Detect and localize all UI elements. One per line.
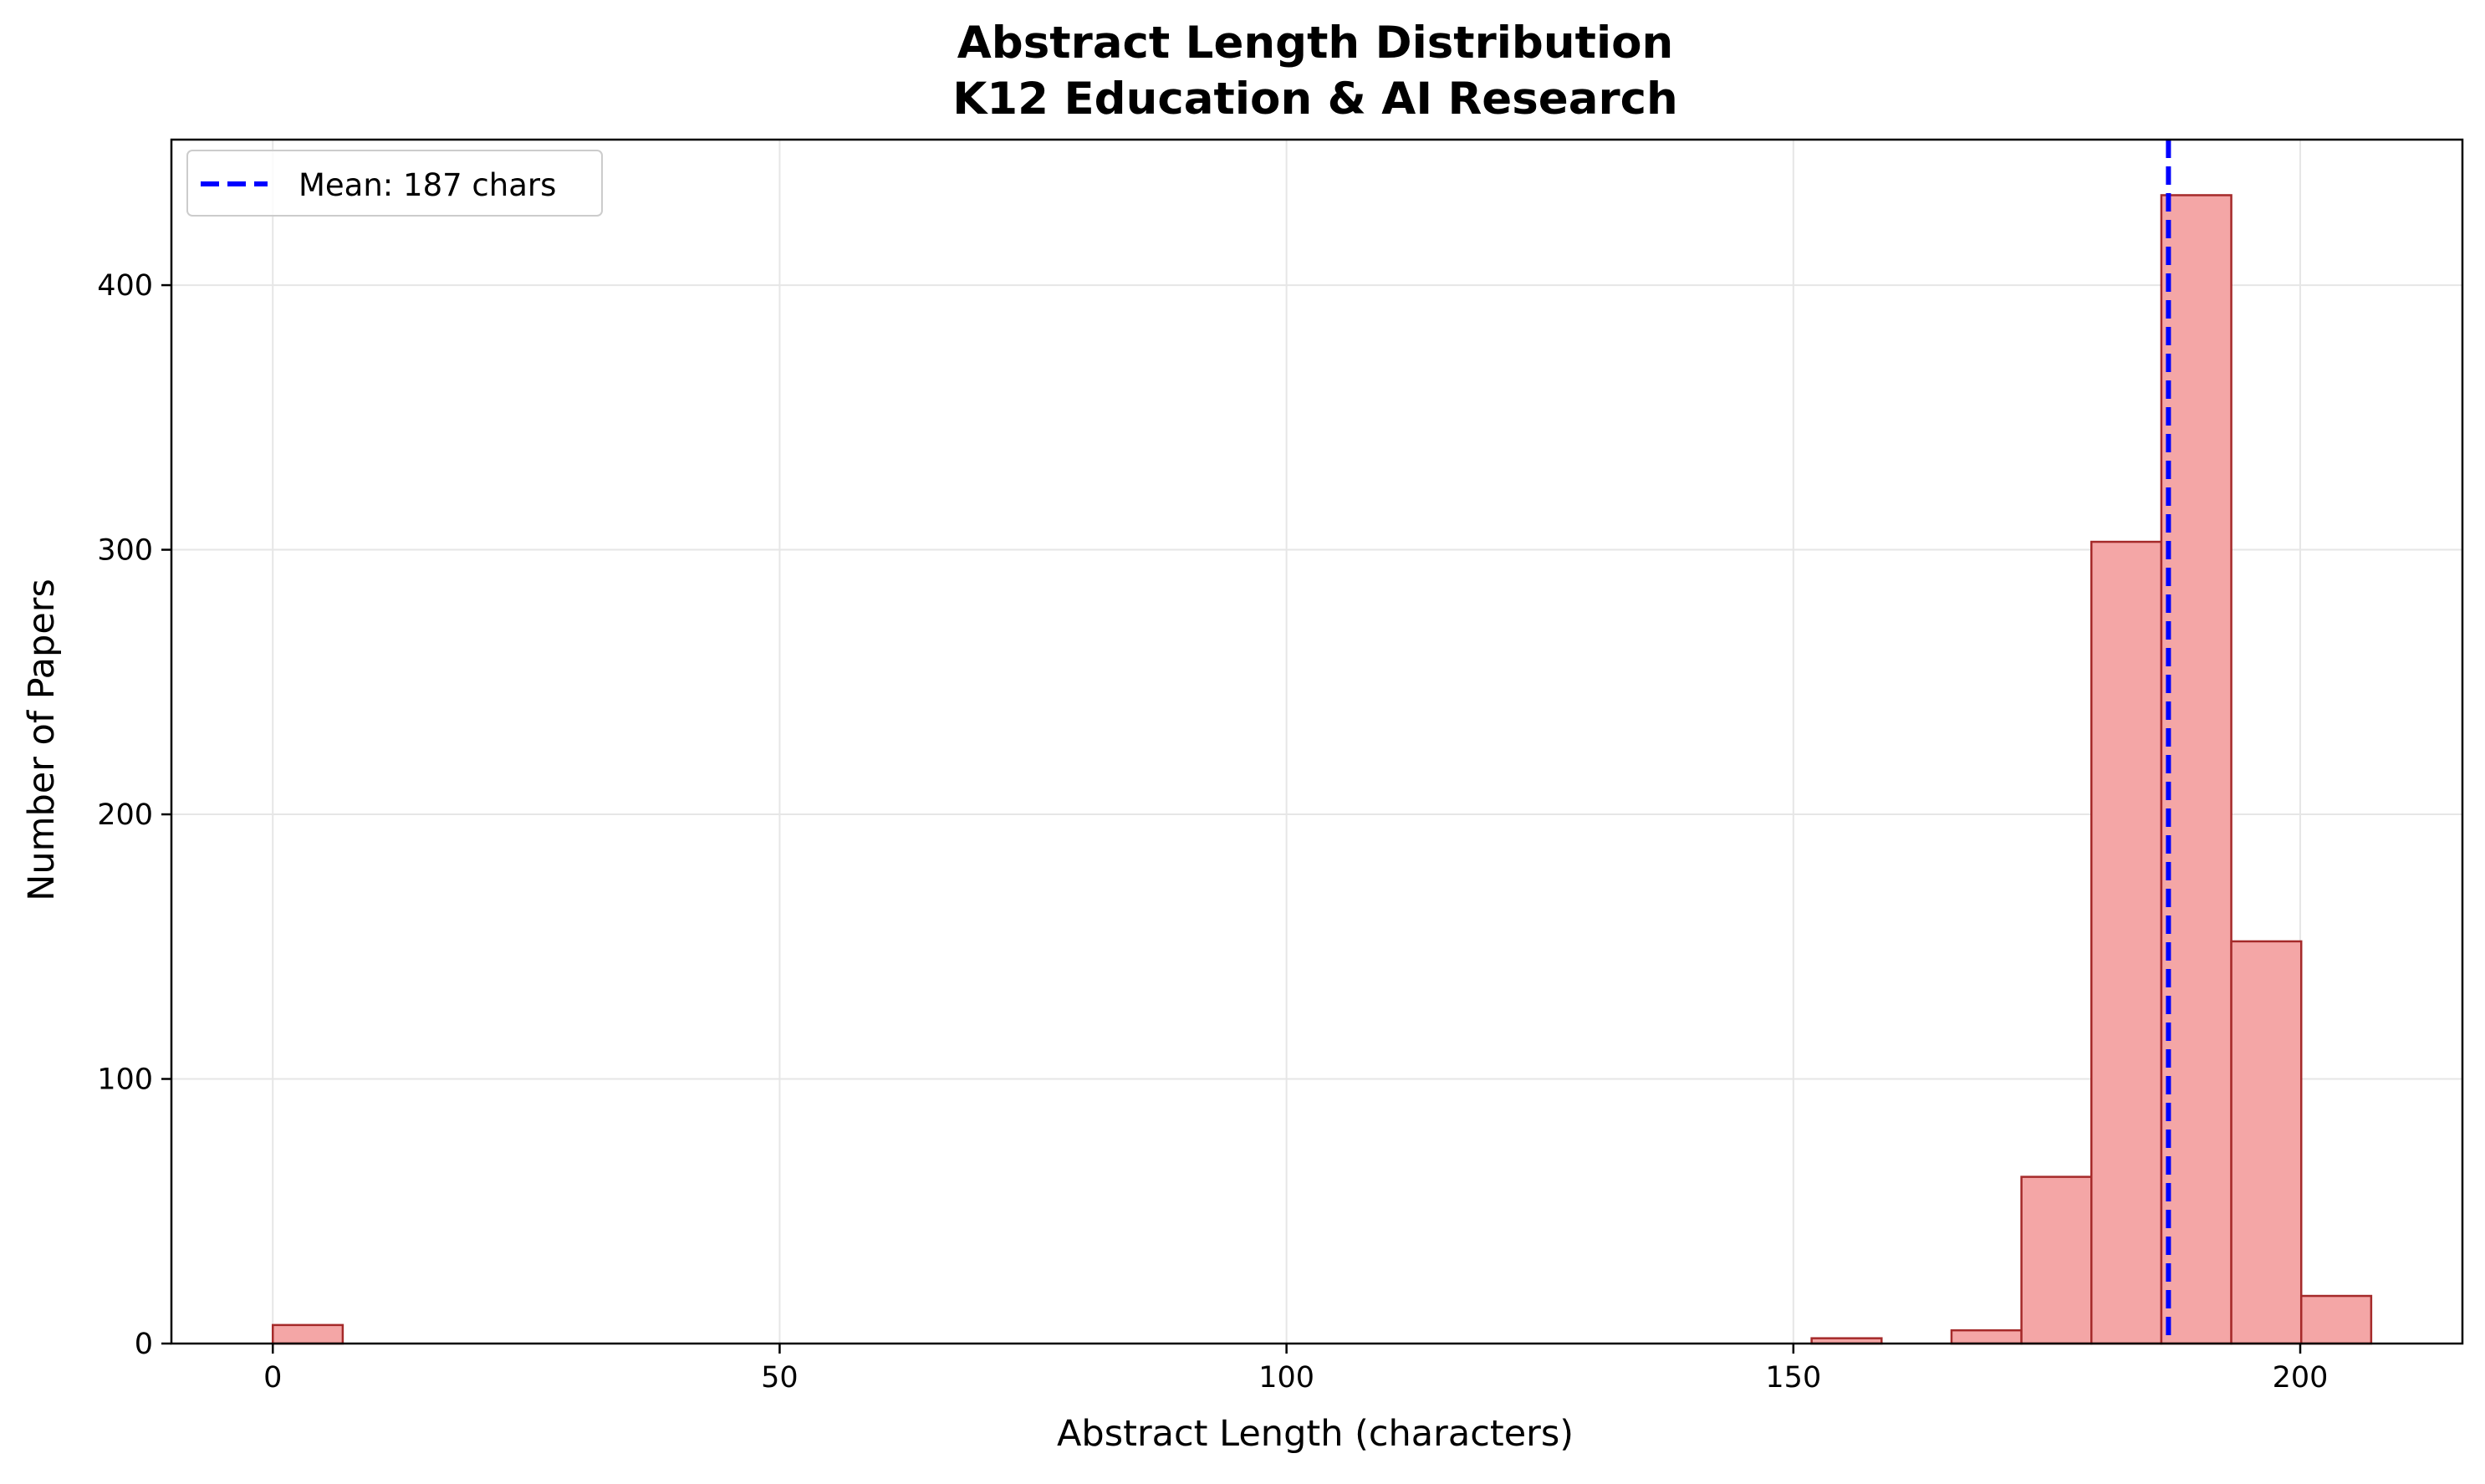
histogram-bar	[2020, 1175, 2093, 1345]
histogram-bar	[1950, 1328, 2023, 1345]
y-axis-label: Number of Papers	[21, 579, 63, 901]
x-axis-label: Abstract Length (characters)	[1057, 1413, 1574, 1455]
chart-subtitle: K12 Education & AI Research	[952, 74, 1678, 125]
y-tick-label: 100	[97, 1063, 153, 1097]
y-tick-label: 400	[97, 269, 153, 303]
plot-frame	[170, 138, 2464, 1345]
x-axis-ticks: 0 50 100 150 200	[263, 1344, 2328, 1395]
legend-box	[186, 150, 603, 217]
histogram-bar	[2090, 540, 2163, 1345]
histogram-bar	[2299, 1294, 2373, 1345]
histogram-bars	[271, 194, 2373, 1345]
histogram-bar	[2160, 194, 2232, 1345]
legend-mean-label: Mean: 187 chars	[299, 167, 556, 203]
y-axis-ticks: 0 100 200 300 400	[97, 269, 171, 1361]
histogram-bar	[2230, 940, 2303, 1345]
y-tick-label: 300	[97, 534, 153, 568]
x-tick-label: 200	[2273, 1361, 2329, 1395]
histogram-bar	[271, 1323, 344, 1345]
x-tick-label: 50	[761, 1361, 799, 1395]
chart-title: Abstract Length Distribution	[957, 18, 1674, 69]
x-tick-label: 150	[1765, 1361, 1821, 1395]
x-tick-label: 100	[1258, 1361, 1314, 1395]
legend: Mean: 187 chars	[186, 150, 603, 217]
y-tick-label: 0	[135, 1328, 153, 1361]
y-tick-label: 200	[97, 798, 153, 832]
x-tick-label: 0	[263, 1361, 282, 1395]
